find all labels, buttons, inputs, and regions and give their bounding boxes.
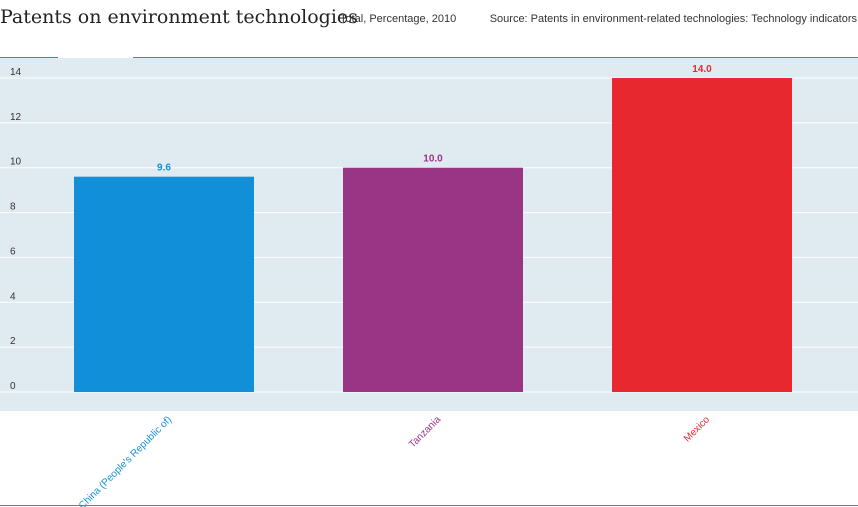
footer-rule bbox=[0, 505, 858, 506]
y-tick-label: 8 bbox=[10, 202, 16, 213]
bar bbox=[343, 168, 523, 392]
x-tick-label: Tanzania bbox=[407, 414, 443, 450]
y-tick-label: 14 bbox=[10, 67, 22, 78]
y-tick-label: 0 bbox=[10, 381, 16, 392]
bar bbox=[74, 177, 254, 392]
y-tick-label: 2 bbox=[10, 336, 16, 347]
x-axis-labels: China (People's Republic of) Tanzania Mexi… bbox=[77, 414, 712, 507]
value-label: 9.6 bbox=[157, 163, 171, 174]
y-tick-label: 12 bbox=[10, 112, 22, 123]
value-label: 14.0 bbox=[692, 64, 712, 75]
x-tick-label: Mexico bbox=[682, 414, 712, 444]
value-label: 10.0 bbox=[423, 154, 443, 165]
x-tick-label: China (People's Republic of) bbox=[77, 414, 174, 507]
bar bbox=[612, 78, 792, 392]
y-tick-label: 10 bbox=[10, 157, 22, 168]
y-tick-label: 6 bbox=[10, 246, 16, 257]
y-tick-label: 4 bbox=[10, 291, 16, 302]
